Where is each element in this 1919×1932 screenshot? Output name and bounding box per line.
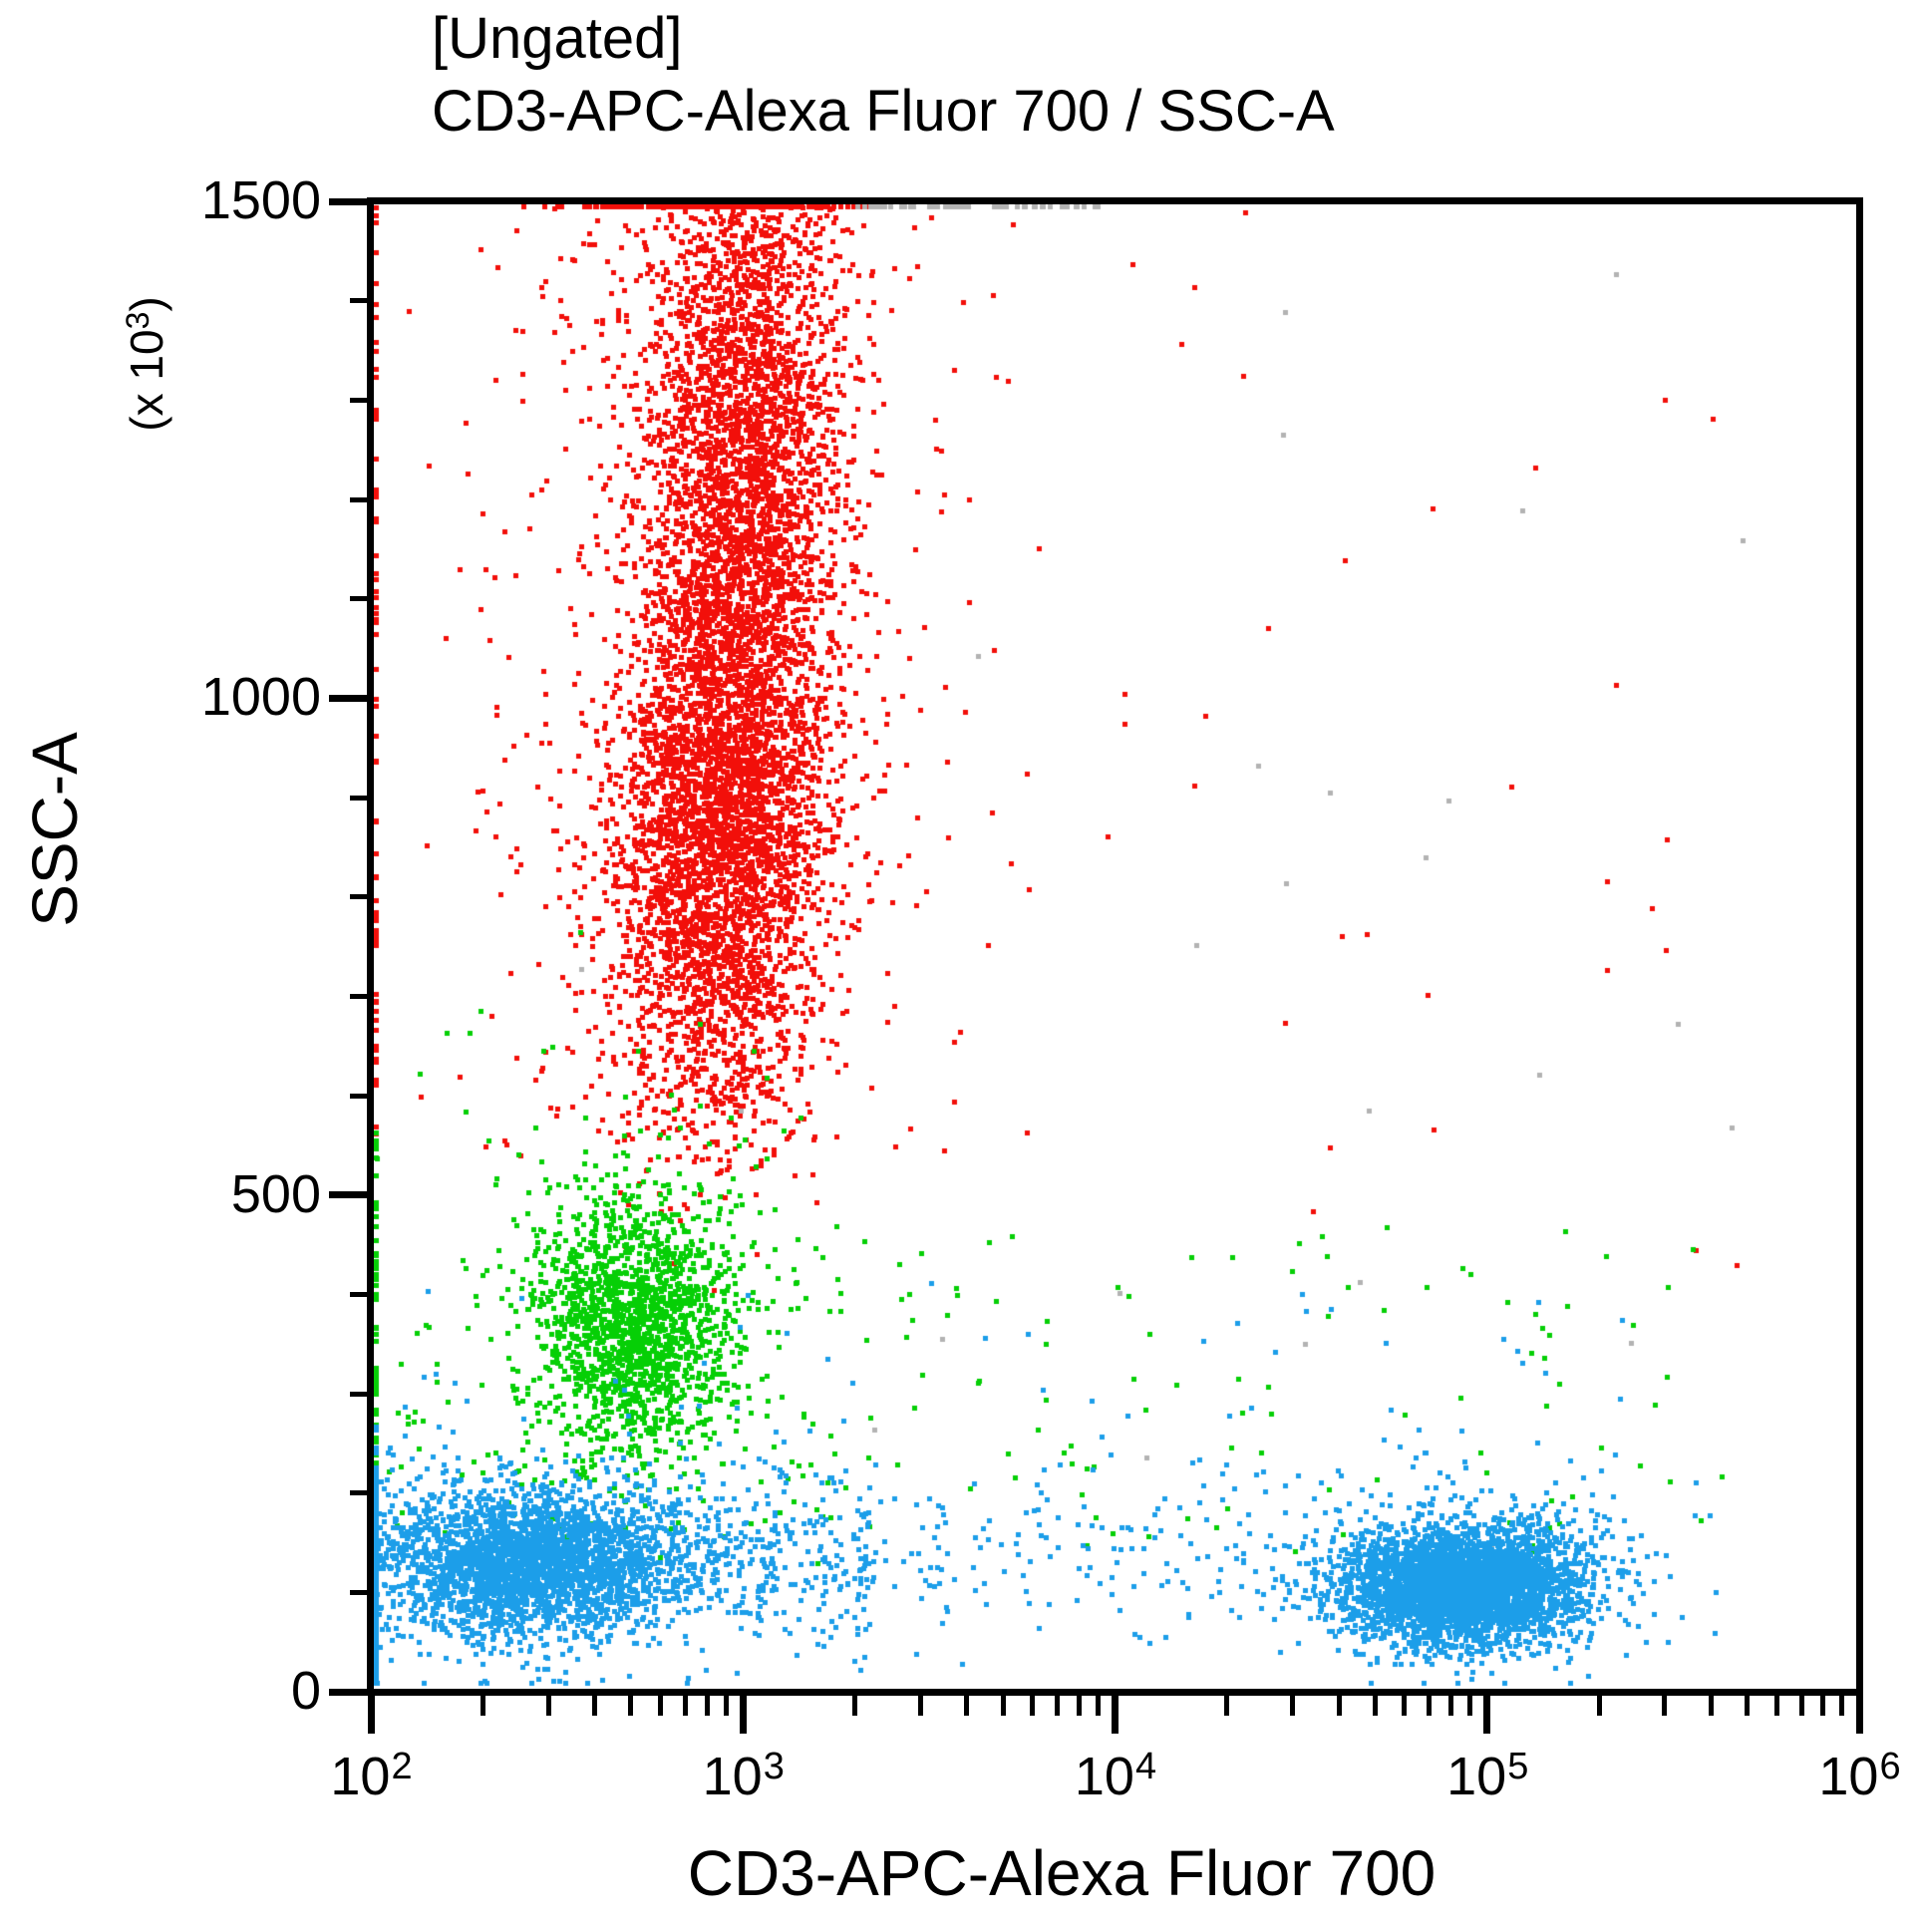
y-tick-label: 1500 [200,169,321,230]
y-axis-title: SSC-A [19,732,91,927]
x-tick-label: 103 [702,1746,785,1806]
y-minor-tick [350,894,367,900]
x-tick-label: 106 [1818,1746,1901,1806]
y-axis-multiplier-exponent: 3 [119,311,156,330]
x-minor-tick [1224,1696,1230,1716]
x-minor-tick [1030,1696,1036,1716]
x-minor-tick [1427,1696,1433,1716]
x-minor-tick [1336,1696,1342,1716]
axes-title-label: CD3-APC-Alexa Fluor 700 / SSC-A [432,79,1335,144]
y-minor-tick [350,596,367,602]
x-minor-tick [1402,1696,1408,1716]
y-tick-label: 1000 [200,667,321,728]
x-tick-label: 105 [1446,1746,1529,1806]
x-major-tick [739,1696,747,1734]
x-minor-tick [1055,1696,1061,1716]
x-minor-tick [1290,1696,1296,1716]
x-minor-tick [1095,1696,1101,1716]
y-tick-label: 500 [230,1163,321,1224]
x-minor-tick [1596,1696,1602,1716]
x-minor-tick [682,1696,688,1716]
x-minor-tick [1708,1696,1714,1716]
y-minor-tick [350,1490,367,1496]
y-minor-tick [350,1291,367,1297]
x-minor-tick [1372,1696,1378,1716]
x-minor-tick [704,1696,710,1716]
y-minor-tick [350,1093,367,1099]
scatter-canvas [374,204,1856,1689]
x-major-tick [367,1696,375,1734]
x-minor-tick [852,1696,858,1716]
x-tick-label: 104 [1074,1746,1157,1806]
x-minor-tick [628,1696,634,1716]
x-minor-tick [1000,1696,1006,1716]
y-minor-tick [350,298,367,304]
y-major-tick [329,197,367,205]
x-minor-tick [917,1696,923,1716]
x-minor-tick [1076,1696,1082,1716]
x-minor-tick [1467,1696,1473,1716]
y-tick-label: 0 [290,1660,321,1721]
x-minor-tick [657,1696,663,1716]
y-minor-tick [350,795,367,801]
x-minor-tick [1662,1696,1668,1716]
x-minor-tick [723,1696,729,1716]
x-minor-tick [1745,1696,1751,1716]
y-axis-multiplier-suffix: ) [121,296,173,312]
x-minor-tick [545,1696,551,1716]
x-major-tick [1855,1696,1863,1734]
x-minor-tick [1839,1696,1845,1716]
y-minor-tick [350,397,367,403]
y-major-tick [329,694,367,702]
y-axis-multiplier: (x 103) [118,296,173,431]
x-major-tick [1483,1696,1491,1734]
x-minor-tick [1448,1696,1454,1716]
x-minor-tick [1820,1696,1826,1716]
y-major-tick [329,1688,367,1696]
x-minor-tick [592,1696,598,1716]
y-minor-tick [350,1391,367,1397]
gate-context-label: [Ungated] [432,6,683,71]
x-minor-tick [1773,1696,1779,1716]
y-minor-tick [350,993,367,999]
x-minor-tick [964,1696,970,1716]
x-minor-tick [480,1696,485,1716]
x-tick-label: 102 [330,1746,413,1806]
y-axis-multiplier-prefix: (x 10 [121,329,173,432]
chart-title-block: [Ungated] CD3-APC-Alexa Fluor 700 / SSC-… [432,2,1335,148]
y-minor-tick [350,496,367,502]
x-axis-title: CD3-APC-Alexa Fluor 700 [687,1837,1437,1909]
y-major-tick [329,1191,367,1199]
y-minor-tick [350,1589,367,1595]
x-major-tick [1112,1696,1119,1734]
x-minor-tick [1798,1696,1804,1716]
